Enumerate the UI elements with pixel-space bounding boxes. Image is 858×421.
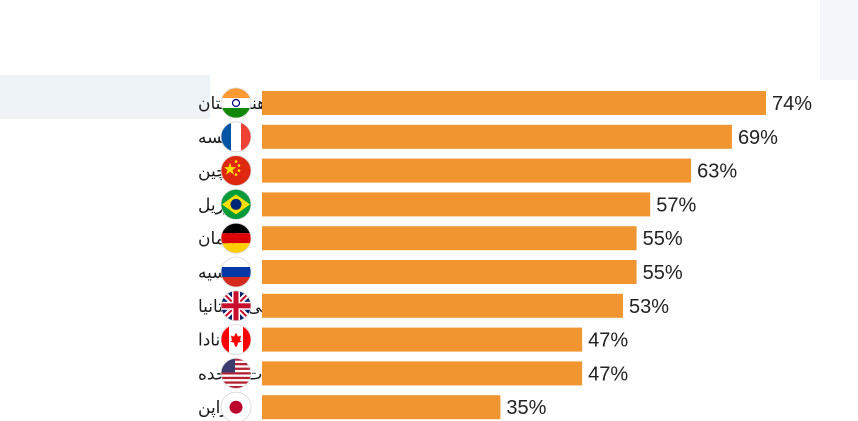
bar-row: هندوستان74%	[198, 87, 812, 119]
bar	[262, 158, 692, 183]
bar-row: روسیه 55%	[198, 256, 683, 288]
brazil-flag-icon	[220, 188, 252, 220]
bar	[262, 395, 501, 420]
bar-row: آلمان 55%	[198, 222, 683, 254]
value-label: 53%	[629, 296, 669, 318]
bar	[262, 226, 637, 251]
japan-flag-icon	[220, 391, 252, 421]
category-label: چین	[198, 162, 227, 182]
category-label: ژاپن	[198, 398, 229, 418]
value-label: 55%	[643, 262, 683, 284]
bar	[262, 293, 623, 318]
value-label: 63%	[697, 161, 737, 183]
value-label: 35%	[506, 397, 546, 419]
france-flag-icon	[220, 121, 252, 153]
value-label: 47%	[588, 363, 628, 385]
background-corner	[820, 0, 858, 80]
value-label: 55%	[643, 228, 683, 250]
bar	[262, 327, 583, 352]
germany-flag-icon	[220, 222, 252, 254]
bar	[262, 260, 637, 284]
value-label: 69%	[738, 127, 778, 149]
bar-row: چین 63%	[198, 155, 737, 187]
bar-row: پادشاهی بریتانیا 53%	[198, 290, 669, 322]
china-flag-icon	[220, 155, 252, 187]
canada-flag-icon	[220, 324, 252, 356]
russia-flag-icon	[220, 256, 252, 288]
bar-row: برزیل 57%	[198, 188, 696, 220]
value-label: 47%	[588, 330, 628, 352]
uk-flag-icon	[220, 290, 252, 322]
bar-row: فرانسه69%	[198, 121, 778, 153]
bar-row: کانادا 47%	[198, 324, 628, 356]
bar-row: ژاپن 35%	[198, 391, 547, 421]
india-flag-icon	[220, 87, 252, 119]
bar	[262, 124, 732, 149]
background-strip	[0, 75, 210, 119]
usa-flag-icon	[220, 357, 252, 389]
value-label: 57%	[656, 194, 696, 216]
value-label: 74%	[772, 93, 812, 115]
bar	[262, 192, 651, 217]
bar	[262, 361, 583, 386]
bar	[262, 91, 766, 115]
